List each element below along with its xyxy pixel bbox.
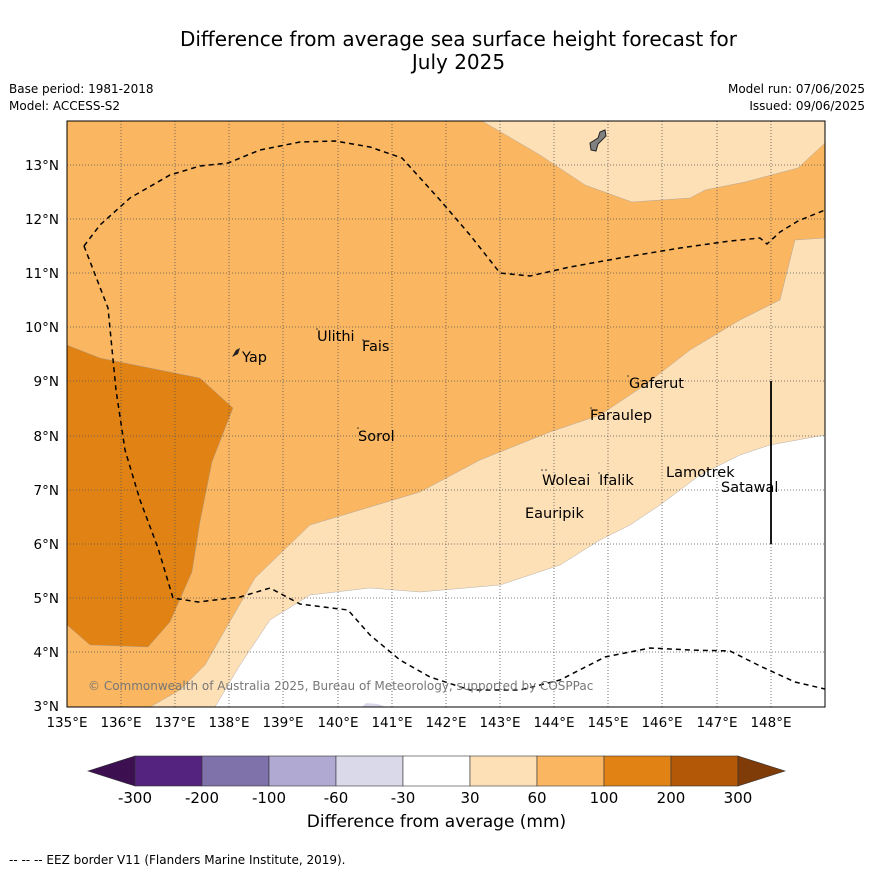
lon-label: 139°E (262, 715, 303, 731)
place-sorol: Sorol (358, 429, 395, 445)
colorbar-tick: -60 (324, 789, 349, 807)
colorbar-tick: 60 (527, 789, 546, 807)
lon-label: 138°E (208, 715, 249, 731)
colorbar-tick: 300 (724, 789, 753, 807)
colorbar-segment (670, 755, 739, 787)
place-gaferut: Gaferut (629, 376, 684, 392)
colorbar-label: Difference from average (mm) (306, 812, 567, 832)
colorbar-tick: 100 (590, 789, 619, 807)
lat-label: 7°N (34, 483, 59, 499)
colorbar-segment (536, 755, 605, 787)
place-faraulep: Faraulep (590, 408, 652, 424)
map-title: Difference from average sea surface heig… (0, 28, 873, 74)
eez-note: -- -- -- EEZ border V11 (Flanders Marine… (9, 853, 346, 867)
base-period: Base period: 1981-2018 (9, 82, 154, 96)
meta-left: Base period: 1981-2018 Model: ACCESS-S2 (9, 81, 154, 115)
colorbar-tick-labels: -300 -200 -100 -60 -30 30 60 100 200 300 (118, 789, 752, 807)
anomaly-field (67, 121, 825, 707)
colorbar-tick: -300 (118, 789, 152, 807)
meta-right: Model run: 07/06/2025 Issued: 09/06/2025 (728, 81, 865, 115)
lon-label: 145°E (587, 715, 628, 731)
lat-label: 10°N (25, 320, 59, 336)
lon-label: 146°E (641, 715, 682, 731)
colorbar-tick: -30 (391, 789, 416, 807)
issued-date: Issued: 09/06/2025 (749, 99, 865, 113)
guam-island (589, 129, 607, 152)
lon-label: 148°E (750, 715, 791, 731)
island-dot (545, 469, 547, 471)
lat-label: 5°N (34, 591, 59, 607)
lon-label: 135°E (46, 715, 87, 731)
band-60-100 (67, 121, 825, 707)
colorbar-segment (201, 755, 270, 787)
place-yap: Yap (241, 350, 267, 366)
eez-border-north (83, 140, 825, 277)
place-eauripik: Eauripik (525, 506, 584, 522)
place-labels: Yap Ulithi Fais Sorol Gaferut Faraulep W… (241, 329, 778, 522)
place-ifalik: Ifalik (599, 473, 634, 489)
island-dot (627, 375, 629, 377)
colorbar-tick: -100 (252, 789, 286, 807)
lat-label: 12°N (25, 212, 59, 228)
lat-label: 13°N (25, 158, 59, 174)
place-ulithi: Ulithi (317, 329, 355, 345)
colorbar-tick: 30 (460, 789, 479, 807)
lon-tick-labels: 135°E 136°E 137°E 138°E 139°E 140°E 141°… (46, 715, 791, 731)
lat-label: 8°N (34, 429, 59, 445)
place-lamotrek: Lamotrek (666, 465, 735, 481)
lon-label: 141°E (371, 715, 412, 731)
colorbar (87, 755, 786, 787)
band-100-200 (67, 344, 234, 648)
colorbar-segment (402, 755, 471, 787)
eez-border-west (83, 245, 825, 691)
title-line-2: July 2025 (411, 50, 506, 74)
band-negative-patch (362, 703, 386, 707)
colorbar-segment (469, 755, 538, 787)
lat-label: 4°N (34, 645, 59, 661)
colorbar-segment (603, 755, 672, 787)
model-run: Model run: 07/06/2025 (727, 82, 865, 96)
colorbar-segment (134, 755, 203, 787)
lat-label: 11°N (25, 266, 59, 282)
lon-label: 140°E (317, 715, 358, 731)
model-name: Model: ACCESS-S2 (9, 99, 121, 113)
lat-label: 9°N (34, 374, 59, 390)
island-dot (316, 328, 318, 330)
lon-label: 147°E (696, 715, 737, 731)
island-dot (598, 472, 600, 474)
place-fais: Fais (362, 339, 389, 355)
lon-label: 142°E (425, 715, 466, 731)
island-dot (357, 427, 359, 429)
lon-label: 144°E (533, 715, 574, 731)
colorbar-segment (268, 755, 337, 787)
lat-label: 3°N (34, 699, 59, 715)
colorbar-extend-low (87, 755, 136, 787)
map-frame (66, 120, 826, 708)
place-satawal: Satawal (721, 480, 778, 496)
title-line-1: Difference from average sea surface heig… (179, 27, 738, 51)
lon-label: 137°E (154, 715, 195, 731)
yap-island (232, 348, 240, 357)
colorbar-tick: -200 (185, 789, 219, 807)
colorbar-extend-high (737, 755, 786, 787)
lon-label: 136°E (100, 715, 141, 731)
colorbar-segment (335, 755, 404, 787)
colorbar-tick: 200 (657, 789, 686, 807)
island-dot (541, 469, 543, 471)
lon-label: 143°E (479, 715, 520, 731)
lat-tick-labels: 13°N 12°N 11°N 10°N 9°N 8°N 7°N 6°N 5°N … (25, 158, 59, 715)
place-woleai: Woleai (542, 473, 590, 489)
island-dot (362, 339, 364, 341)
lat-label: 6°N (34, 537, 59, 553)
lat-gridlines (67, 164, 825, 653)
copyright-note: © Commonwealth of Australia 2025, Bureau… (88, 679, 593, 693)
island-dot (590, 407, 592, 409)
